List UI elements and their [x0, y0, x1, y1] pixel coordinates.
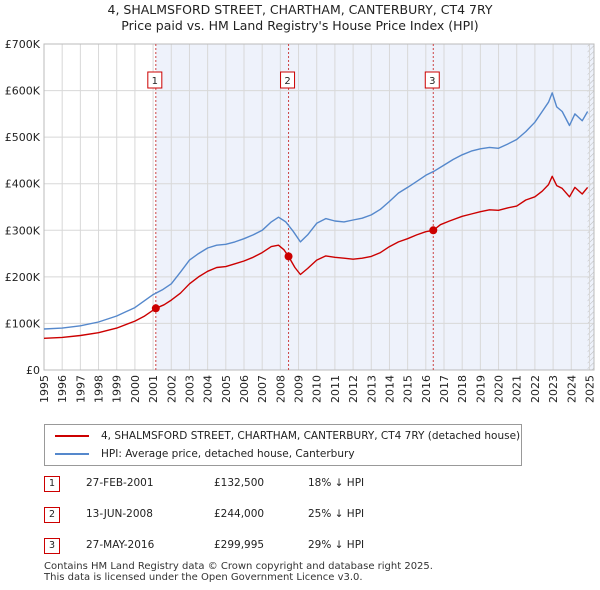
hatched-region	[587, 44, 594, 370]
legend-label-property: 4, SHALMSFORD STREET, CHARTHAM, CANTERBU…	[101, 430, 521, 442]
legend: 4, SHALMSFORD STREET, CHARTHAM, CANTERBU…	[44, 424, 522, 466]
sale-row: 2 13-JUN-2008 £244,000 25% ↓ HPI	[44, 505, 464, 525]
y-tick-label: £0	[26, 364, 40, 377]
hpi-line	[43, 92, 589, 330]
legend-line-hpi	[55, 453, 89, 455]
sale-date: 27-FEB-2001	[86, 477, 154, 489]
sale-marker-box	[424, 71, 440, 89]
sale-point	[284, 252, 293, 261]
y-tick-label: £600K	[5, 85, 41, 98]
x-tick-label: 2005	[220, 375, 233, 403]
sale-row: 1 27-FEB-2001 £132,500 18% ↓ HPI	[44, 474, 464, 494]
x-tick-label: 2021	[511, 375, 524, 403]
x-tick-label: 2022	[529, 375, 542, 403]
x-tick-label: 2004	[202, 375, 215, 403]
legend-item-property: 4, SHALMSFORD STREET, CHARTHAM, CANTERBU…	[55, 428, 520, 444]
sale-row: 3 27-MAY-2016 £299,995 29% ↓ HPI	[44, 536, 464, 556]
y-tick-label: £500K	[5, 131, 41, 144]
shaded-region	[155, 44, 594, 370]
sale-number-badge: 2	[44, 507, 60, 523]
y-tick-label: £300K	[5, 224, 41, 237]
x-tick-label: 2016	[420, 375, 433, 403]
x-tick-label: 2009	[293, 375, 306, 403]
footer-licence: This data is licensed under the Open Gov…	[44, 572, 363, 583]
x-tick-label: 1995	[38, 375, 51, 403]
x-tick-label: 2002	[165, 375, 178, 403]
property-price-line	[43, 175, 589, 339]
x-tick-label: 2012	[347, 375, 360, 403]
sale-point	[151, 304, 160, 313]
sale-hpi-diff: 25% ↓ HPI	[308, 508, 365, 520]
x-tick-label: 2010	[311, 375, 324, 403]
x-tick-label: 2006	[238, 375, 251, 403]
x-tick-label: 2019	[474, 375, 487, 403]
sale-marker-box	[280, 71, 296, 89]
plot-frame	[43, 43, 595, 371]
y-tick-label: £200K	[5, 271, 41, 284]
sale-price: £132,500	[214, 477, 265, 489]
x-tick-label: 2017	[438, 375, 451, 403]
sale-date: 13-JUN-2008	[86, 508, 153, 520]
price-chart: £0 £100K £200K £300K £400K £500K £600K £700K 199…	[5, 38, 597, 403]
x-tick-label: 2003	[183, 375, 196, 403]
x-tick-label: 2020	[493, 375, 506, 403]
legend-item-hpi: HPI: Average price, detached house, Cant…	[55, 446, 355, 462]
x-tick-label: 2011	[329, 375, 342, 403]
x-tick-label: 2013	[365, 375, 378, 403]
sale-price: £244,000	[214, 508, 265, 520]
sale-hpi-diff: 18% ↓ HPI	[308, 477, 365, 489]
x-tick-label: 2024	[565, 375, 578, 403]
sale-marker-label: 3	[429, 76, 435, 87]
x-tick-label: 1996	[56, 375, 69, 403]
sale-marker-label: 1	[152, 76, 158, 87]
sale-point	[429, 226, 438, 235]
chart-title: 4, SHALMSFORD STREET, CHARTHAM, CANTERBU…	[107, 2, 493, 17]
legend-label-hpi: HPI: Average price, detached house, Cant…	[101, 448, 355, 460]
y-tick-label: £400K	[5, 178, 41, 191]
x-tick-label: 2008	[274, 375, 287, 403]
sale-date: 27-MAY-2016	[86, 539, 155, 551]
x-tick-label: 2023	[547, 375, 560, 403]
x-tick-label: 1999	[111, 375, 124, 403]
sale-hpi-diff: 29% ↓ HPI	[308, 539, 365, 551]
x-tick-label: 2000	[129, 375, 142, 403]
x-tick-label: 1997	[74, 375, 87, 403]
sale-number-badge: 1	[44, 476, 60, 492]
x-tick-label: 1998	[93, 375, 106, 403]
x-tick-label: 2025	[583, 375, 596, 403]
sale-marker-box	[147, 71, 163, 89]
x-tick-label: 2015	[402, 375, 415, 403]
footer: Contains HM Land Registry data © Crown c…	[44, 561, 433, 583]
chart-title-block: 4, SHALMSFORD STREET, CHARTHAM, CANTERBU…	[0, 2, 600, 34]
x-tick-label: 2014	[383, 375, 396, 403]
x-tick-label: 2001	[147, 375, 160, 403]
x-tick-label: 2007	[256, 375, 269, 403]
sale-price: £299,995	[214, 539, 265, 551]
y-tick-label: £700K	[5, 38, 41, 51]
sale-marker-label: 2	[284, 76, 290, 87]
x-tick-label: 2018	[456, 375, 469, 403]
legend-line-property	[55, 435, 89, 437]
chart-subtitle: Price paid vs. HM Land Registry's House …	[121, 18, 479, 33]
sale-number-badge: 3	[44, 538, 60, 554]
footer-copyright: Contains HM Land Registry data © Crown c…	[44, 561, 433, 572]
y-tick-label: £100K	[5, 317, 41, 330]
